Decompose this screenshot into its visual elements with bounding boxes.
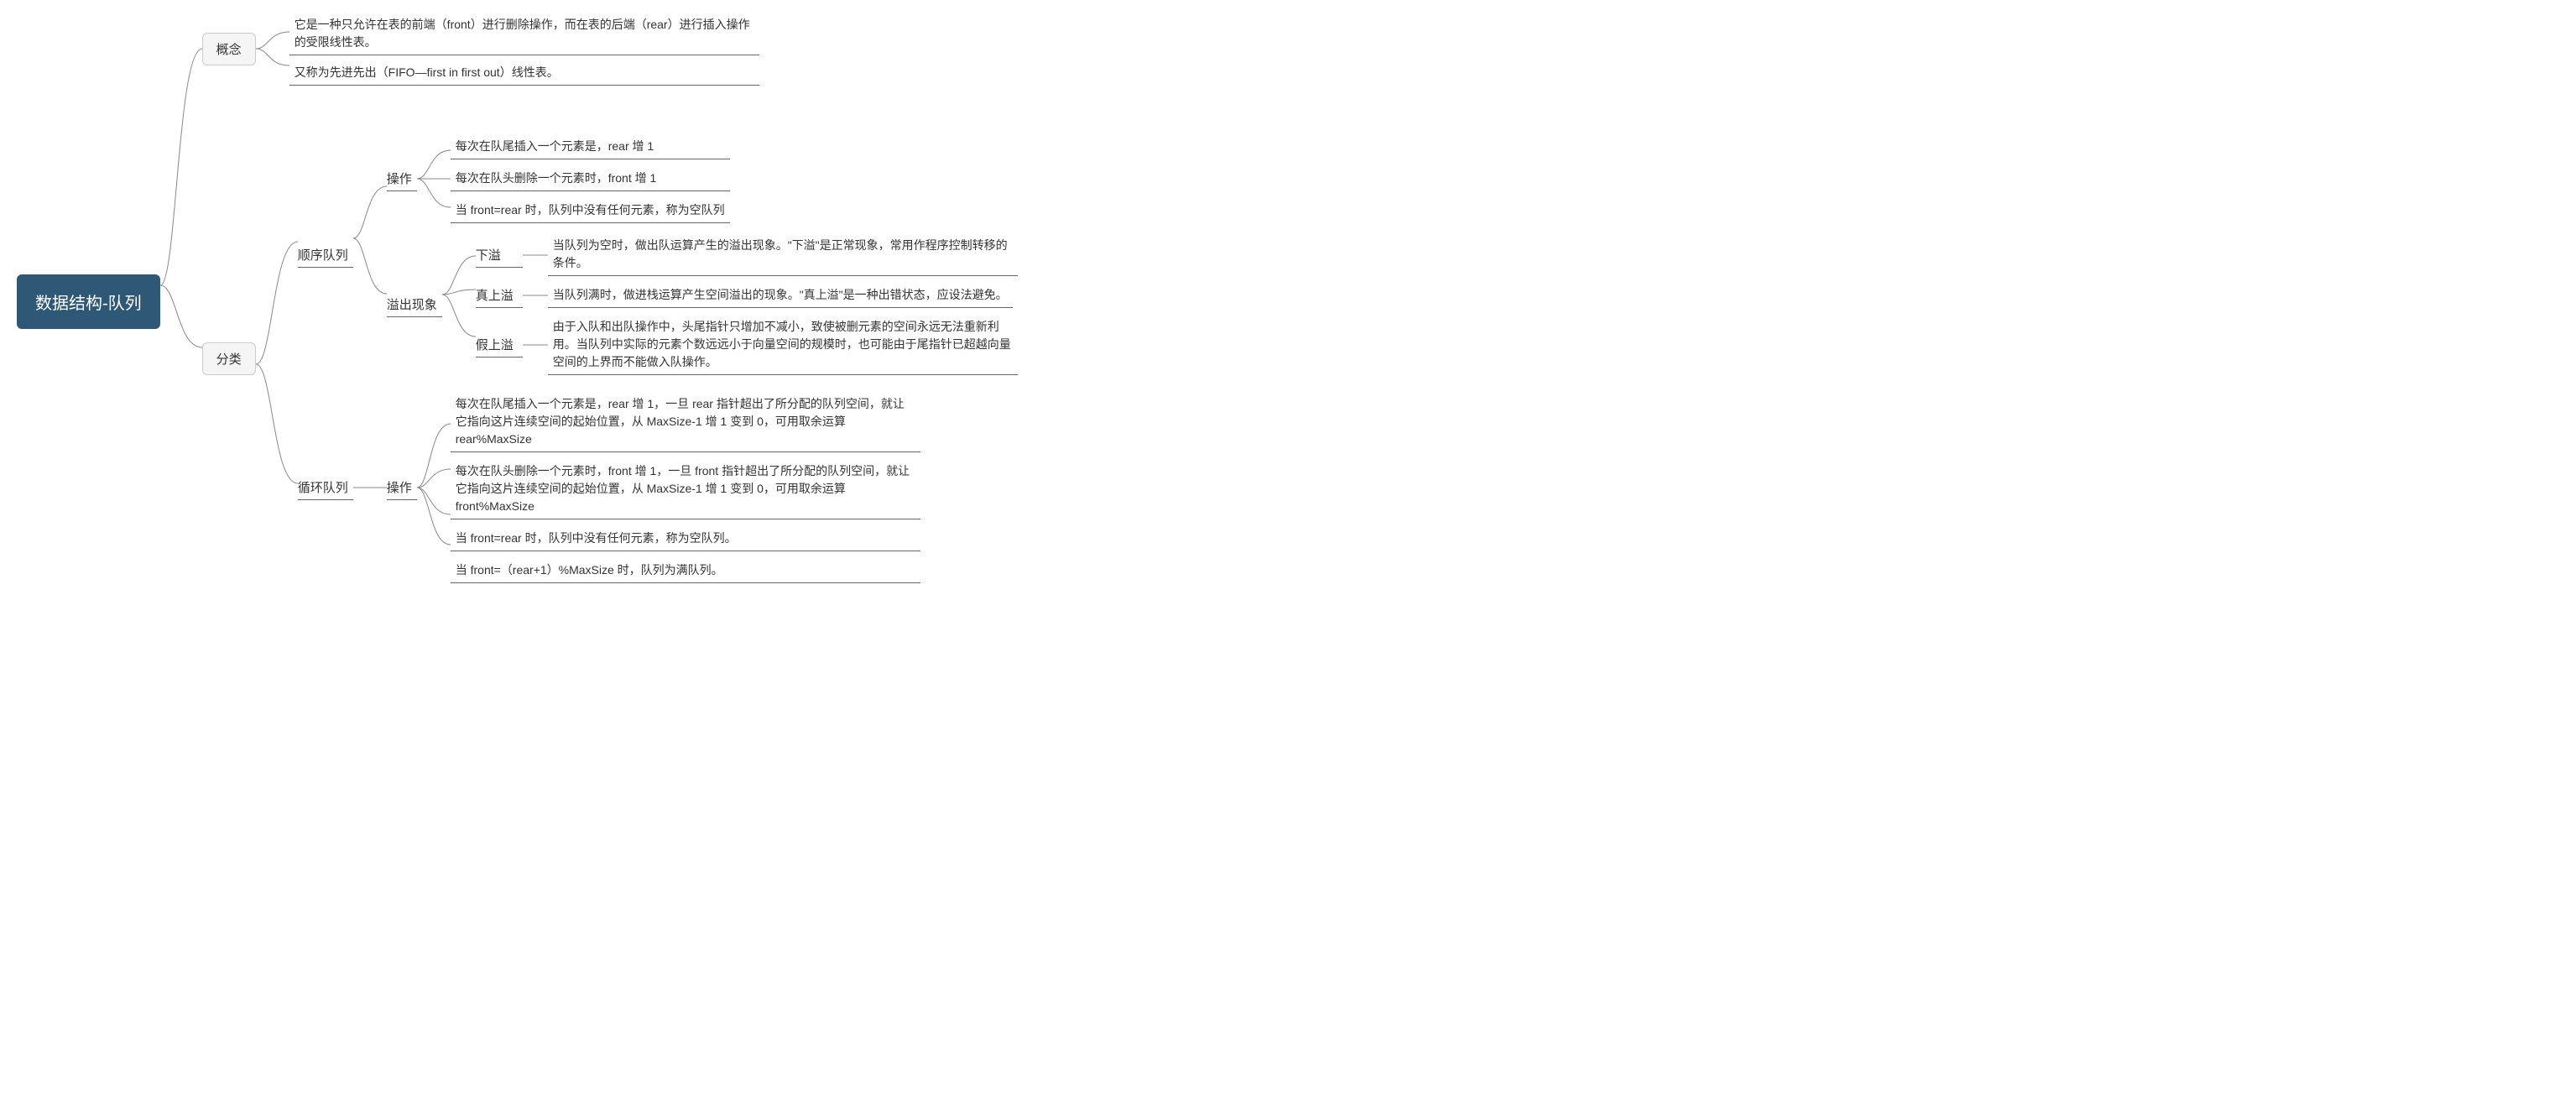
branch-circ-op: 操作 每次在队尾插入一个元素是，rear 增 1，一旦 rear 指针超出了所分… xyxy=(387,392,920,583)
branch-overflow: 溢出现象 下溢 xyxy=(387,233,1018,375)
connector-seq-op xyxy=(417,138,451,219)
connector-circ xyxy=(353,404,387,571)
node-circ-op-label: 操作 xyxy=(387,478,412,496)
branch-circ-queue: 循环队列 操作 xyxy=(298,392,1018,583)
branch-underflow: 下溢 当队列为空时，做出队运算产生的溢出现象。"下溢"是正常现象，常用作程序控制… xyxy=(476,233,1018,276)
leaf-false-overflow: 由于入队和出队操作中，头尾指针只增加不减小，致使被删元素的空间永远无法重新利用。… xyxy=(548,315,1018,375)
node-category[interactable]: 分类 xyxy=(202,342,256,375)
node-false-overflow[interactable]: 假上溢 xyxy=(476,332,523,358)
leaf-seq-op-1: 每次在队头删除一个元素时，front 增 1 xyxy=(451,166,730,191)
spacer xyxy=(202,81,1018,131)
node-concept-label: 概念 xyxy=(216,40,242,58)
node-category-label: 分类 xyxy=(216,350,242,368)
node-underflow[interactable]: 下溢 xyxy=(476,243,523,268)
connector-root xyxy=(160,17,202,554)
seq-op-leaves: 每次在队尾插入一个元素是，rear 增 1 每次在队头删除一个元素时，front… xyxy=(451,134,730,223)
node-concept[interactable]: 概念 xyxy=(202,33,256,65)
node-seq-op[interactable]: 操作 xyxy=(387,166,417,191)
connector-true-overflow xyxy=(523,284,548,307)
node-seq-queue-label: 顺序队列 xyxy=(298,246,348,264)
branch-true-overflow: 真上溢 当队列满时，做进栈运算产生空间溢出的现象。"真上溢"是一种出错状态，应设… xyxy=(476,283,1018,308)
circ-op-leaves: 每次在队尾插入一个元素是，rear 增 1，一旦 rear 指针超出了所分配的队… xyxy=(451,392,920,583)
root-label: 数据结构-队列 xyxy=(35,290,142,314)
node-false-overflow-label: 假上溢 xyxy=(476,336,514,353)
node-underflow-label: 下溢 xyxy=(476,246,501,264)
node-seq-queue[interactable]: 顺序队列 xyxy=(298,243,353,268)
overflow-children: 下溢 当队列为空时，做出队运算产生的溢出现象。"下溢"是正常现象，常用作程序控制… xyxy=(476,233,1018,375)
leaf-circ-op-1: 每次在队头删除一个元素时，front 增 1，一旦 front 指针超出了所分配… xyxy=(451,459,920,519)
node-circ-op[interactable]: 操作 xyxy=(387,475,417,500)
connector-overflow xyxy=(442,239,476,370)
root-node[interactable]: 数据结构-队列 xyxy=(17,274,160,329)
seq-children: 操作 每次在队尾插入一个元素是，rear 增 1 每次在队头删除一个元素时，f xyxy=(387,134,1018,375)
node-overflow[interactable]: 溢出现象 xyxy=(387,292,442,317)
concept-leaves: 它是一种只允许在表的前端（front）进行删除操作，而在表的后端（rear）进行… xyxy=(289,13,759,86)
connector-false-overflow xyxy=(523,318,548,372)
leaf-seq-op-0: 每次在队尾插入一个元素是，rear 增 1 xyxy=(451,134,730,159)
connector-underflow xyxy=(523,238,548,272)
leaf-circ-op-0: 每次在队尾插入一个元素是，rear 增 1，一旦 rear 指针超出了所分配的队… xyxy=(451,392,920,452)
connector-concept xyxy=(256,17,289,81)
leaf-circ-op-2: 当 front=rear 时，队列中没有任何元素，称为空队列。 xyxy=(451,526,920,551)
leaf-concept-0: 它是一种只允许在表的前端（front）进行删除操作，而在表的后端（rear）进行… xyxy=(289,13,759,55)
mindmap-root-container: 数据结构-队列 概念 它是一种只允许在表的前端（front）进行删除操作，而在表… xyxy=(17,17,2559,587)
connector-category xyxy=(256,149,298,569)
leaf-underflow: 当队列为空时，做出队运算产生的溢出现象。"下溢"是正常现象，常用作程序控制转移的… xyxy=(548,233,1018,276)
node-true-overflow-label: 真上溢 xyxy=(476,286,514,304)
category-children: 顺序队列 操作 xyxy=(298,134,1018,583)
node-circ-queue-label: 循环队列 xyxy=(298,478,348,496)
node-true-overflow[interactable]: 真上溢 xyxy=(476,283,523,308)
leaf-true-overflow: 当队列满时，做进栈运算产生空间溢出的现象。"真上溢"是一种出错状态，应设法避免。 xyxy=(548,283,1013,308)
branch-false-overflow: 假上溢 由于入队和出队操作中，头尾指针只增加不减小，致使被删元素的空间永远无法重… xyxy=(476,315,1018,375)
connector-circ-op xyxy=(417,404,451,571)
branch-seq-queue: 顺序队列 操作 xyxy=(298,134,1018,375)
node-overflow-label: 溢出现象 xyxy=(387,295,437,313)
branch-category: 分类 顺序队列 xyxy=(202,131,1018,587)
node-seq-op-label: 操作 xyxy=(387,170,412,187)
leaf-circ-op-3: 当 front=（rear+1）%MaxSize 时，队列为满队列。 xyxy=(451,558,920,583)
fan-root: 概念 它是一种只允许在表的前端（front）进行删除操作，而在表的后端（rear… xyxy=(160,17,1018,587)
connector-seq xyxy=(353,146,387,364)
leaf-seq-op-2: 当 front=rear 时，队列中没有任何元素，称为空队列 xyxy=(451,198,730,223)
node-circ-queue[interactable]: 循环队列 xyxy=(298,475,353,500)
branch-concept: 概念 它是一种只允许在表的前端（front）进行删除操作，而在表的后端（rear… xyxy=(202,17,1018,81)
spacer xyxy=(298,375,1018,392)
branch-seq-op: 操作 每次在队尾插入一个元素是，rear 增 1 每次在队头删除一个元素时，f xyxy=(387,134,1018,223)
level1-children: 概念 它是一种只允许在表的前端（front）进行删除操作，而在表的后端（rear… xyxy=(202,17,1018,587)
